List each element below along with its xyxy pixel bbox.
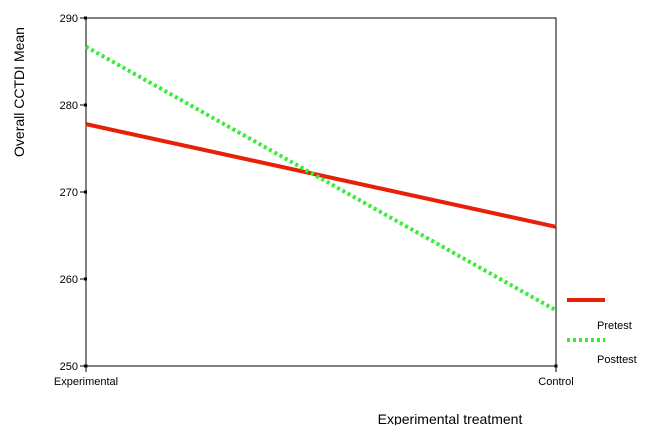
legend-label-posttest: Posttest bbox=[597, 354, 637, 366]
y-axis-title: Overall CCTDI Mean bbox=[11, 27, 27, 157]
y-tick-label: 250 bbox=[60, 361, 78, 373]
plot-frame bbox=[85, 17, 557, 367]
x-axis-title: Experimental treatment bbox=[378, 411, 523, 425]
legend: Pretest Posttest bbox=[567, 298, 637, 366]
y-tick-label: 260 bbox=[60, 274, 78, 286]
y-tick-label: 290 bbox=[60, 13, 78, 25]
y-tick-marker bbox=[84, 277, 87, 281]
y-tick-label: 270 bbox=[60, 187, 78, 199]
series-line-pretest bbox=[85, 122, 557, 229]
x-axis-ticks: Experimental Control bbox=[54, 364, 574, 388]
y-tick-marker bbox=[84, 190, 87, 194]
x-tick-marker bbox=[554, 364, 558, 368]
x-tick-label: Control bbox=[538, 376, 573, 388]
y-tick-marker bbox=[84, 16, 87, 20]
x-tick-label: Experimental bbox=[54, 376, 118, 388]
y-tick-marker bbox=[84, 103, 87, 107]
y-tick-label: 280 bbox=[60, 100, 78, 112]
series-lines bbox=[85, 44, 557, 313]
y-axis-ticks: 250 260 270 280 290 bbox=[60, 13, 87, 373]
legend-label-pretest: Pretest bbox=[597, 320, 632, 332]
series-line-posttest bbox=[85, 44, 557, 313]
x-tick-marker bbox=[84, 364, 88, 368]
